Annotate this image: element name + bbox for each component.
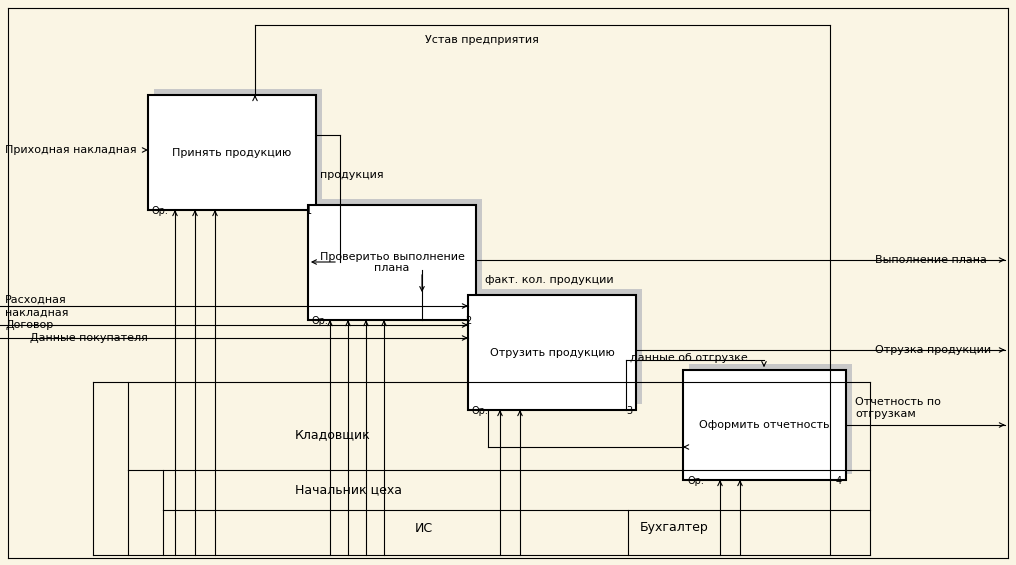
Text: Проверитьо выполнение
плана: Проверитьо выполнение плана bbox=[320, 251, 464, 273]
Text: 3: 3 bbox=[626, 406, 632, 416]
Text: Кладовщик: Кладовщик bbox=[295, 428, 371, 441]
Text: Оформить отчетность: Оформить отчетность bbox=[699, 420, 830, 430]
Text: Ор.: Ор. bbox=[312, 316, 329, 326]
Bar bbox=[689, 364, 852, 474]
Text: продукция: продукция bbox=[320, 170, 384, 180]
Text: Данные покупателя: Данные покупателя bbox=[30, 333, 148, 343]
Bar bbox=[314, 199, 482, 314]
Text: Расходная: Расходная bbox=[5, 295, 67, 305]
Text: Выполнение плана: Выполнение плана bbox=[875, 255, 987, 265]
Bar bbox=[154, 89, 322, 204]
Text: Ор.: Ор. bbox=[152, 206, 169, 216]
Text: Устав предприятия: Устав предприятия bbox=[425, 35, 538, 45]
Bar bbox=[468, 295, 636, 410]
Bar bbox=[474, 289, 642, 404]
Text: ИС: ИС bbox=[415, 521, 433, 534]
Bar bbox=[683, 370, 846, 480]
Text: Ор.: Ор. bbox=[472, 406, 489, 416]
Text: накладная: накладная bbox=[5, 308, 68, 318]
Text: 2: 2 bbox=[465, 316, 472, 326]
Text: Отрузить продукцию: Отрузить продукцию bbox=[490, 347, 615, 358]
Text: Бухгалтер: Бухгалтер bbox=[640, 521, 709, 534]
Text: данные об отгрузке: данные об отгрузке bbox=[630, 353, 748, 363]
Text: 4: 4 bbox=[836, 476, 842, 486]
Text: Принять продукцию: Принять продукцию bbox=[173, 147, 292, 158]
Bar bbox=[148, 95, 316, 210]
Text: Договор: Договор bbox=[5, 320, 53, 330]
Text: Отрузка продукции: Отрузка продукции bbox=[875, 345, 992, 355]
Bar bbox=[308, 205, 477, 320]
Text: Отчетность по
отгрузкам: Отчетность по отгрузкам bbox=[855, 397, 941, 419]
Text: факт. кол. продукции: факт. кол. продукции bbox=[485, 275, 614, 285]
Text: Начальник цеха: Начальник цеха bbox=[295, 484, 402, 497]
Text: Ор.: Ор. bbox=[687, 476, 704, 486]
Text: Приходная накладная: Приходная накладная bbox=[5, 145, 136, 155]
Text: 1: 1 bbox=[306, 206, 312, 216]
